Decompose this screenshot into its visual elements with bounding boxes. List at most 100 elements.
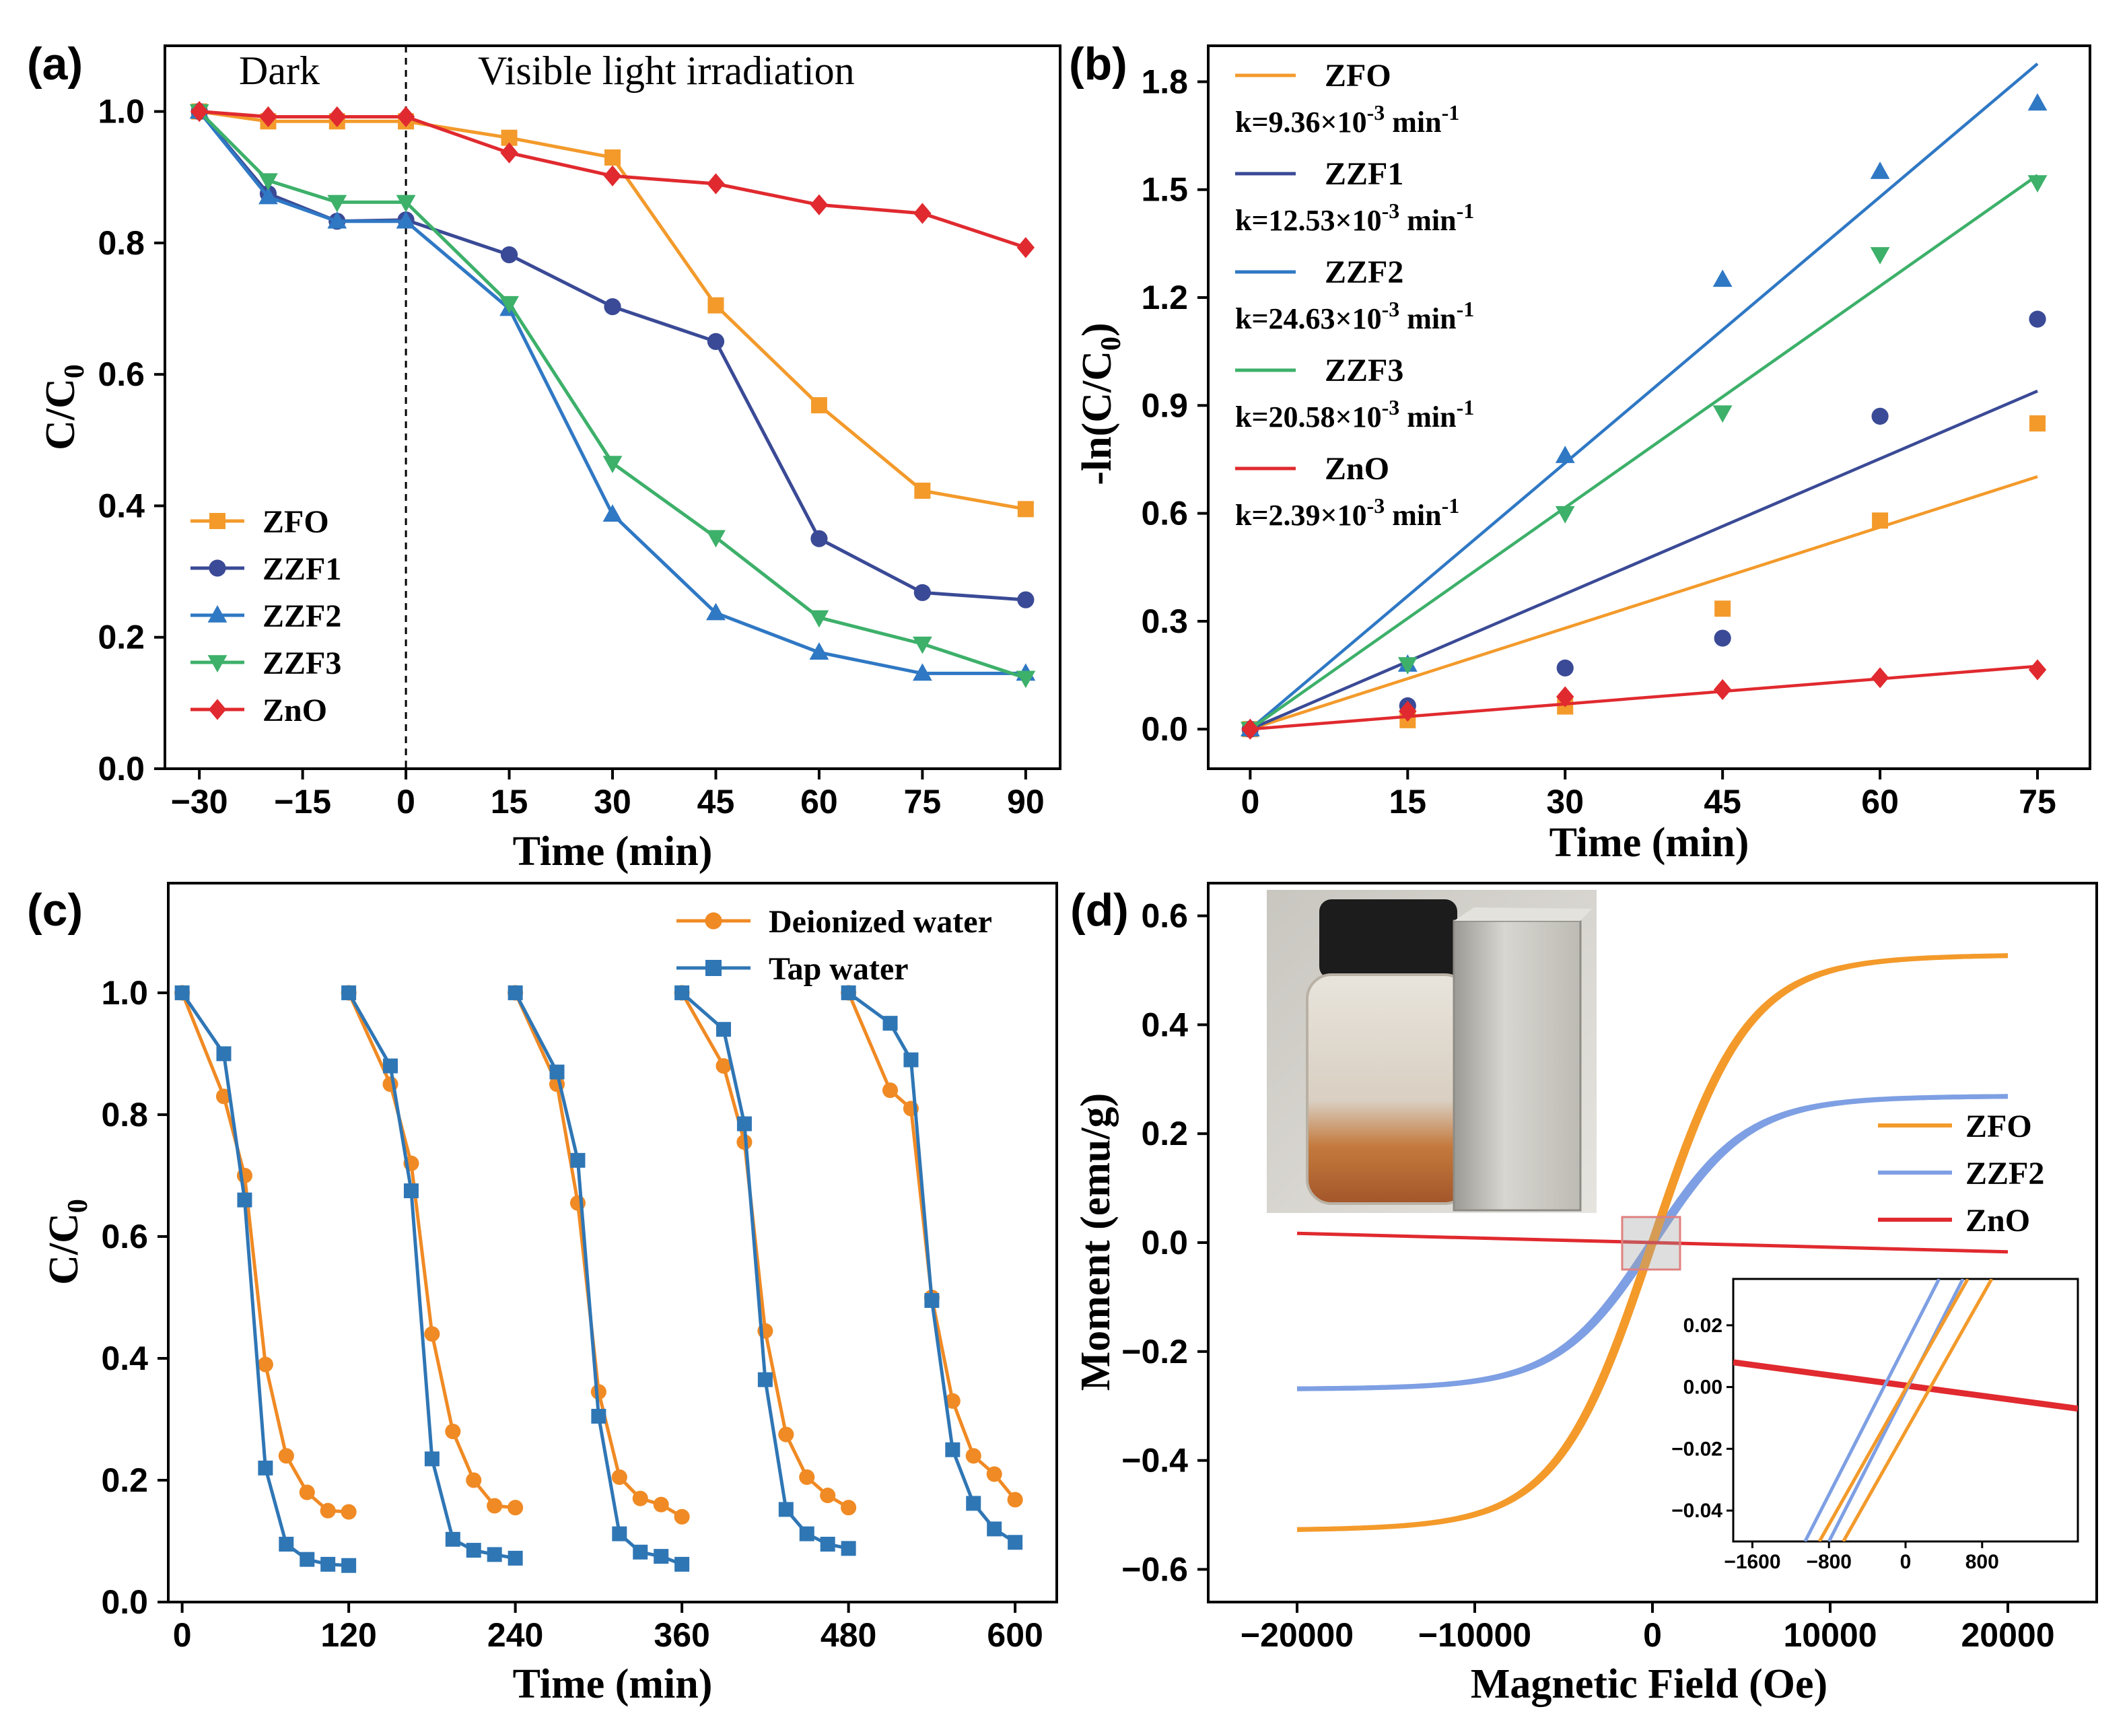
inset-zfo-down	[1817, 1279, 1969, 1541]
data-point-tap	[674, 1556, 690, 1572]
data-point-tap	[591, 1408, 606, 1424]
fit-line-zno	[1250, 664, 2038, 731]
x-axis-title-d: Magnetic Field (Oe)	[1471, 1661, 1827, 1707]
x-tick-label: 0	[1241, 783, 1259, 821]
data-point-deionized	[611, 1469, 627, 1486]
data-point-zzf1	[913, 584, 931, 601]
legend-marker-zfo	[209, 513, 225, 529]
y-tick-label: 0.3	[1141, 602, 1188, 640]
x-tick-label: −15	[274, 783, 331, 821]
data-point-tap	[487, 1547, 502, 1562]
y-tick-label: 0.4	[1141, 1006, 1188, 1043]
panel-b: (b) 0 15 30 45 60 75 0.0 0.3 0.6 0.9 1.2 1.5 1.8 Tim…	[1069, 38, 2091, 866]
data-point-deionized	[508, 1500, 524, 1516]
data-point-deionized	[986, 1466, 1002, 1482]
data-point-tap	[508, 1550, 523, 1566]
y-axis-title-c: C/C0	[41, 1199, 94, 1285]
data-point-zno	[1241, 718, 1259, 740]
y-axis-title-a: C/C0	[38, 364, 90, 450]
legend-label-zzf2: ZZF2	[1965, 1156, 2044, 1191]
data-point-zfo	[707, 297, 724, 314]
legend-marker-zzf2	[207, 605, 228, 623]
legend-d: ZFO ZZF2 ZnO	[1878, 1109, 2044, 1239]
cycle-line-deionized	[514, 992, 683, 1519]
data-point-tap	[383, 1058, 398, 1074]
data-point-tap	[424, 1451, 440, 1467]
data-point-deionized	[278, 1448, 294, 1464]
fit-line-zzf2	[1249, 62, 2039, 730]
x-tick-label: −30	[171, 783, 228, 821]
inset-x-tick-label: 800	[1965, 1551, 1999, 1573]
data-point-zzf2	[327, 211, 347, 229]
magnet-top-face	[1454, 907, 1592, 921]
data-point-zzf2	[602, 504, 623, 522]
legend-label-zzf2: ZZF2	[1325, 254, 1403, 290]
data-point-zzf3	[1555, 506, 1575, 524]
data-point-zzf3	[602, 456, 623, 473]
hysteresis-zfo-down	[1296, 953, 2009, 1532]
inset-zzf2-up	[1827, 1279, 1965, 1541]
x-tick-label: 10000	[1783, 1616, 1877, 1654]
inset-x-tick-label: −1600	[1724, 1551, 1780, 1573]
y-tick-label: −0.6	[1121, 1550, 1188, 1588]
inset-y-tick-label: 0.00	[1683, 1377, 1722, 1399]
data-point-tap	[674, 985, 690, 1000]
y-tick-label: 0.0	[98, 750, 145, 788]
data-point-tap	[716, 1022, 731, 1037]
data-point-zzf3	[1397, 657, 1418, 675]
data-point-deionized	[445, 1424, 461, 1440]
data-point-tap	[174, 985, 190, 1000]
panel-label-b: (b)	[1069, 38, 1127, 90]
cycle-line-tap	[681, 992, 849, 1550]
y-tick-label: 0.6	[1141, 897, 1188, 935]
inset-y-tick-label: 0.02	[1683, 1315, 1722, 1337]
x-tick-label: 30	[594, 783, 631, 821]
y-tick-label: 0.6	[1141, 495, 1188, 532]
data-point-tap	[508, 985, 523, 1000]
x-tick-label: 20000	[1961, 1616, 2054, 1654]
cycle-line-deionized	[180, 992, 349, 1514]
inset-x-tick-label: 0	[1900, 1551, 1912, 1573]
data-point-zzf3	[809, 610, 829, 628]
data-point-deionized	[841, 1500, 857, 1516]
legend-label: Tap water	[769, 951, 909, 987]
data-point-zzf1	[2029, 310, 2046, 328]
data-point-deionized	[965, 1448, 981, 1464]
inset-zfo-up	[1842, 1279, 1994, 1541]
data-point-zno	[707, 173, 725, 195]
cycle-line-deionized	[347, 992, 516, 1510]
fit-line-zzf1	[1249, 389, 2038, 731]
legend-a: ZFO ZZF1 ZZF2 ZZF3 ZnO	[190, 504, 341, 728]
x-tick-label: 60	[800, 783, 838, 821]
data-point-zzf1	[1556, 659, 1574, 676]
data-point-deionized	[341, 1504, 357, 1520]
data-point-zno	[1016, 237, 1035, 258]
y-tick-label: 0.9	[1141, 386, 1188, 424]
cycle-line-tap	[347, 992, 516, 1560]
data-point-zzf1	[500, 246, 518, 264]
y-tick-label: 0.8	[98, 224, 145, 262]
data-point-tap	[736, 1116, 752, 1132]
data-point-deionized	[882, 1082, 899, 1099]
y-tick-label: 0.6	[98, 355, 145, 393]
rate-constant-zfo: k=9.36×10-3 min-1	[1235, 100, 1459, 139]
inset-frame	[1732, 1278, 2079, 1543]
data-point-zfo	[1714, 600, 1731, 617]
vial-cap	[1319, 899, 1457, 979]
x-tick-label: 30	[1546, 783, 1584, 821]
x-tick-label: 480	[821, 1616, 876, 1654]
data-point-tap	[341, 985, 357, 1000]
data-point-tap	[903, 1052, 919, 1068]
data-point-deionized	[466, 1472, 482, 1488]
data-point-tap	[466, 1543, 481, 1558]
data-point-deionized	[257, 1356, 273, 1373]
y-tick-label: 1.0	[101, 974, 148, 1012]
y-tick-label: 0.0	[1141, 1224, 1188, 1261]
data-point-zzf3	[912, 636, 932, 654]
data-point-zzf3	[1712, 405, 1733, 423]
data-point-deionized	[799, 1469, 815, 1486]
data-point-zno	[603, 165, 622, 186]
legend-label-zzf2: ZZF2	[263, 598, 341, 634]
data-point-tap	[403, 1183, 419, 1199]
x-tick-label: 0	[173, 1616, 192, 1654]
